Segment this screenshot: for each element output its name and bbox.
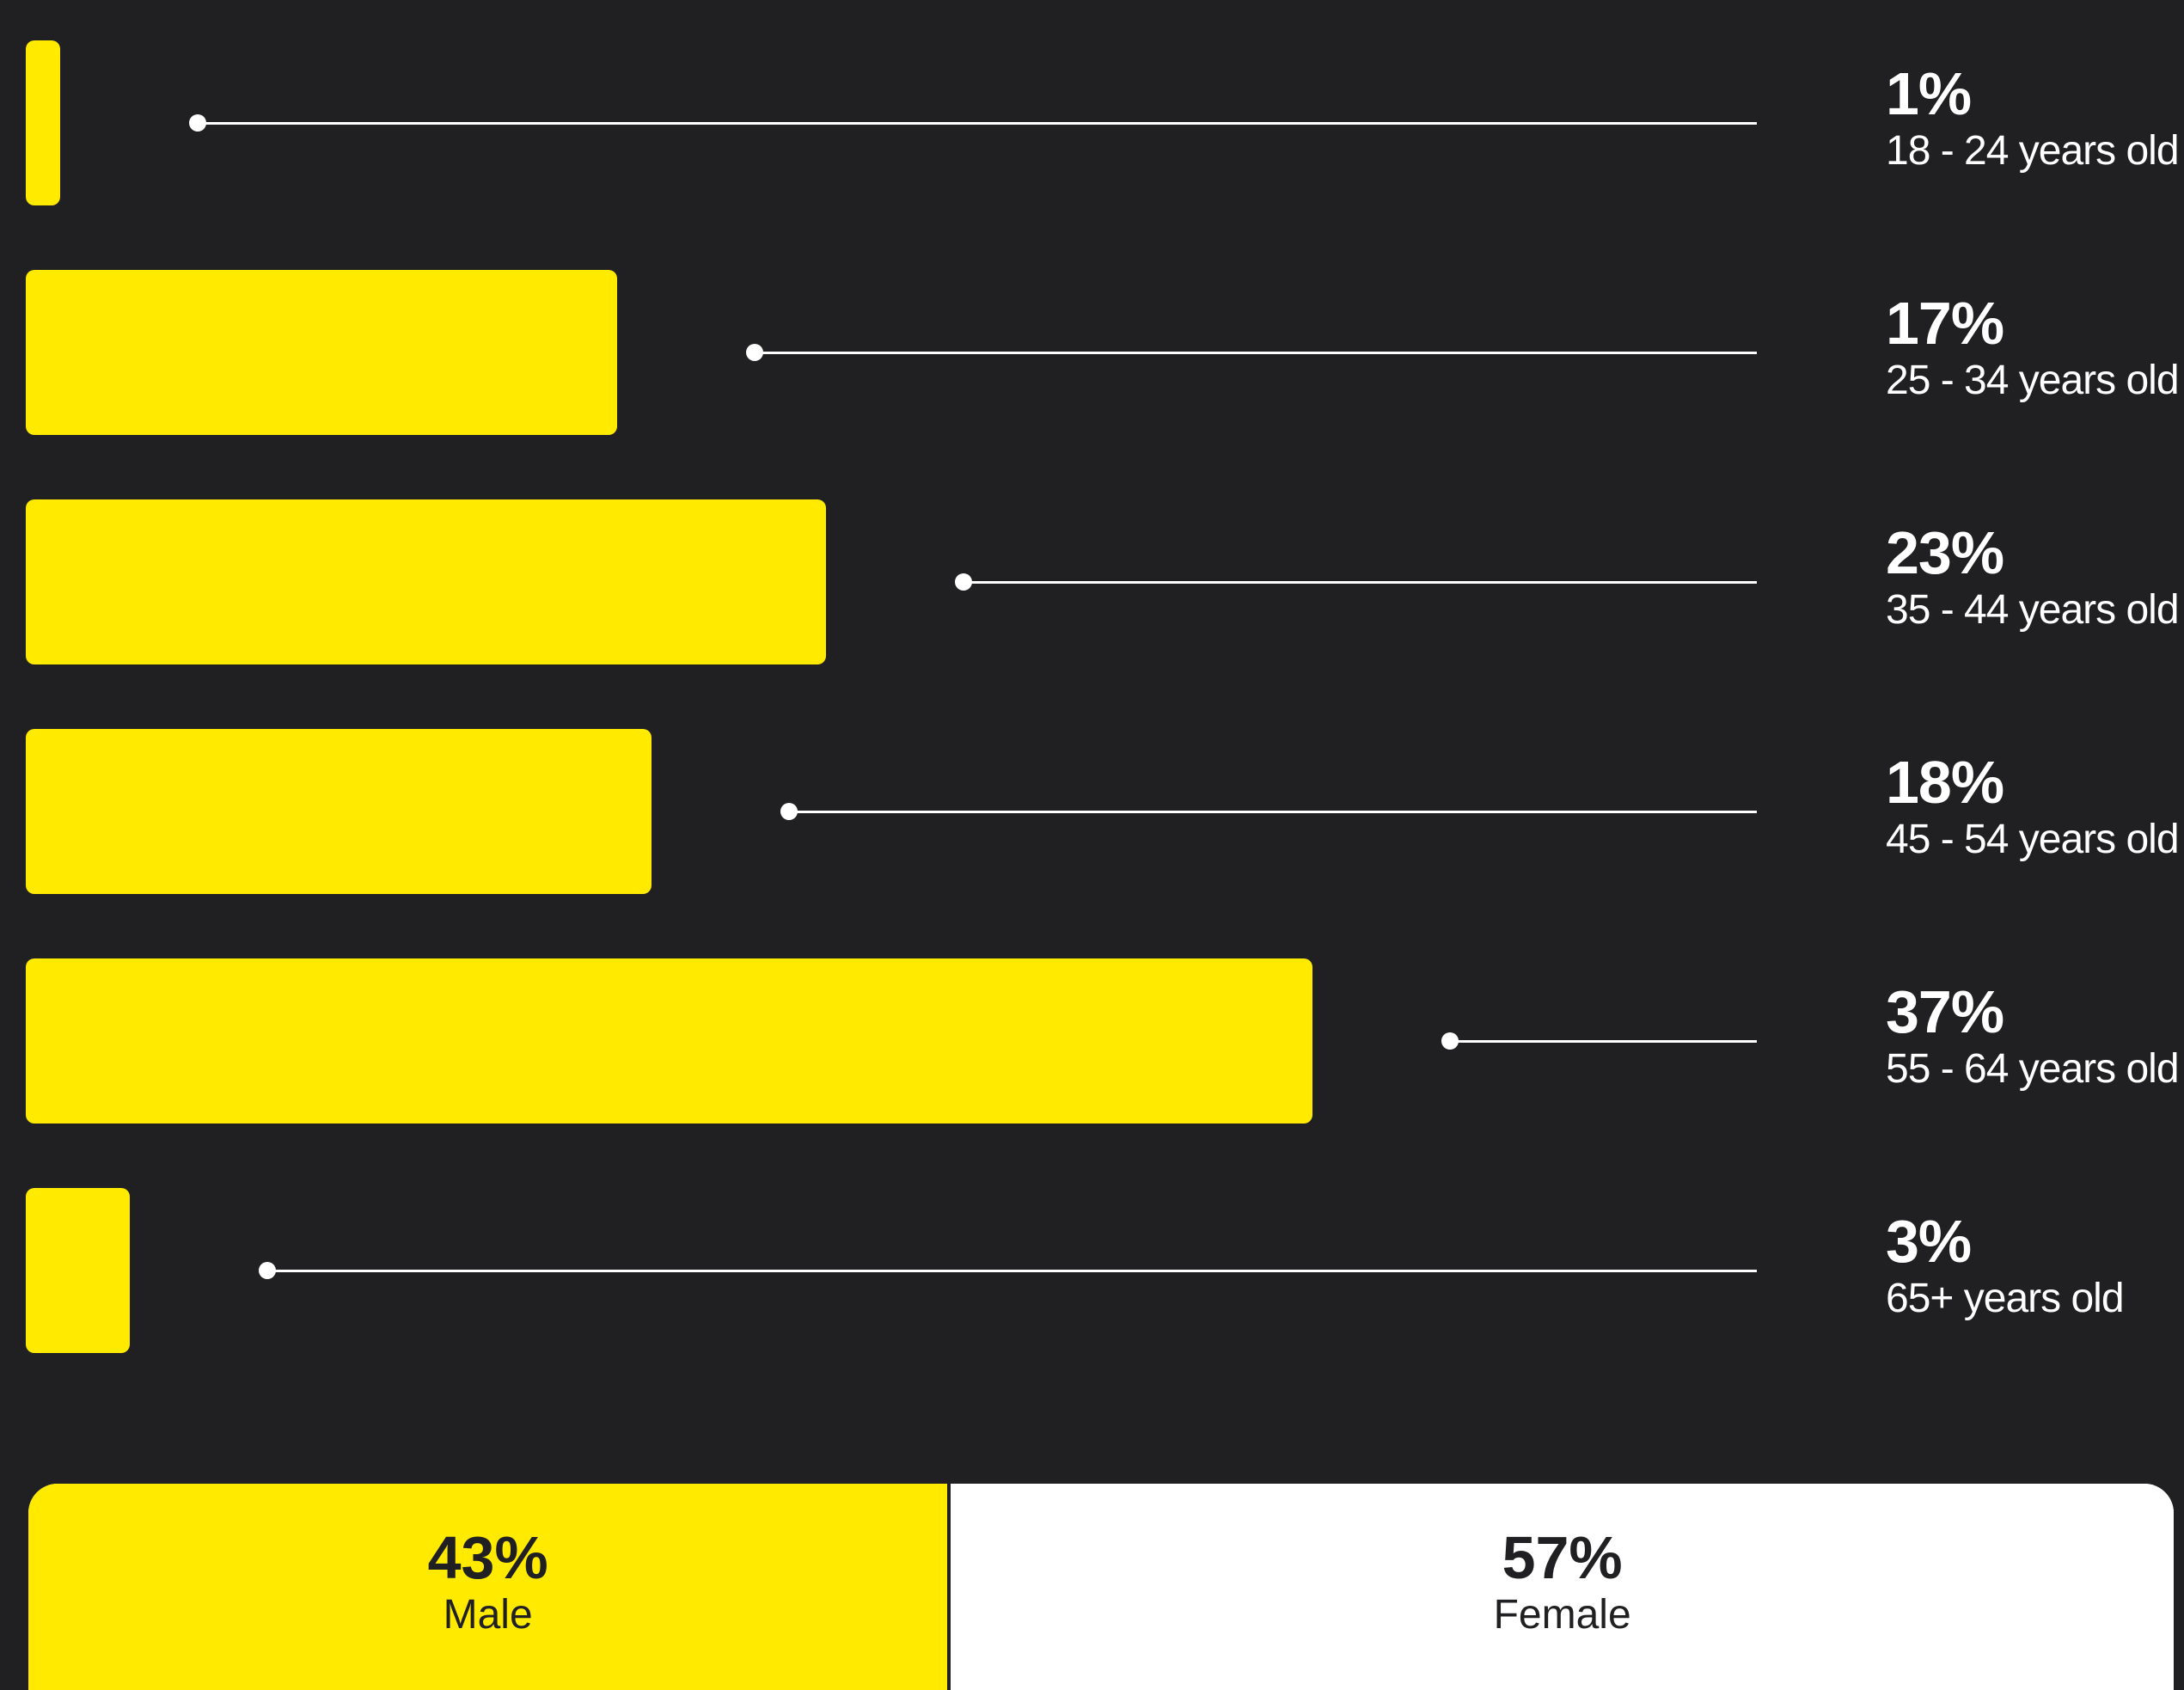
leader-line	[1450, 1039, 1757, 1043]
age-range-label: 35 - 44 years old	[1886, 587, 2180, 633]
age-percent-label: 1%	[1886, 60, 1972, 127]
gender-segment-female: 57% Female	[951, 1484, 2174, 1690]
age-percent-label: 17%	[1886, 290, 2004, 357]
gender-percent-male: 43%	[427, 1524, 548, 1591]
leader-dot	[780, 803, 798, 820]
age-range-label: 25 - 34 years old	[1886, 358, 2180, 403]
age-bar	[26, 1188, 131, 1353]
age-percent-label: 18%	[1886, 749, 2004, 816]
gender-segment-male: 43% Male	[28, 1484, 951, 1690]
gender-label-male: Male	[443, 1592, 533, 1638]
leader-dot	[259, 1262, 277, 1279]
leader-dot	[189, 114, 207, 132]
leader-line	[963, 580, 1757, 584]
gender-percent-female: 57%	[1502, 1524, 1623, 1591]
age-label-block: 1% 18 - 24 years old	[1886, 61, 2184, 176]
leader-line	[789, 810, 1757, 813]
age-range-label: 18 - 24 years old	[1886, 128, 2180, 174]
leader-dot	[745, 344, 763, 361]
leader-dot	[1441, 1032, 1459, 1050]
age-bar	[26, 958, 1312, 1124]
age-label-block: 18% 45 - 54 years old	[1886, 750, 2184, 865]
gender-label-female: Female	[1493, 1592, 1631, 1638]
age-range-label: 65+ years old	[1886, 1276, 2125, 1321]
age-percent-label: 3%	[1886, 1208, 1972, 1275]
age-label-block: 37% 55 - 64 years old	[1886, 979, 2184, 1094]
age-label-block: 17% 25 - 34 years old	[1886, 291, 2184, 406]
age-range-label: 45 - 54 years old	[1886, 817, 2180, 862]
age-distribution-chart: 1% 18 - 24 years old 17% 25 - 34 years old 2…	[26, 40, 2184, 1353]
age-bar	[26, 270, 617, 435]
gender-split-bar: 43% Male 57% Female	[28, 1484, 2174, 1690]
age-label-block: 3% 65+ years old	[1886, 1209, 2184, 1324]
leader-line	[267, 1269, 1757, 1272]
age-range-label: 55 - 64 years old	[1886, 1046, 2180, 1092]
leader-line	[754, 351, 1757, 354]
age-percent-label: 37%	[1886, 978, 2004, 1045]
age-bar	[26, 499, 826, 664]
leader-dot	[954, 573, 972, 591]
age-bar	[26, 729, 652, 894]
age-percent-label: 23%	[1886, 519, 2004, 586]
leader-line	[198, 121, 1757, 125]
age-bar	[26, 40, 61, 205]
age-label-block: 23% 35 - 44 years old	[1886, 520, 2184, 635]
